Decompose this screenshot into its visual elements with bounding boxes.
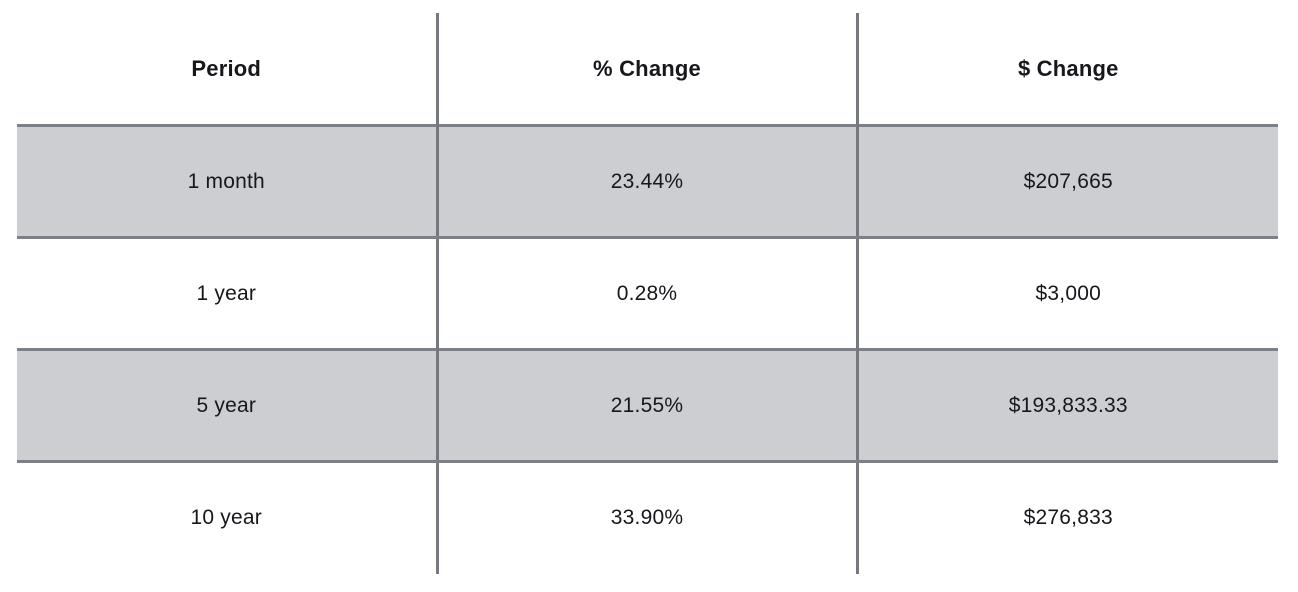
table-row-1-month: 1 month 23.44% $207,665 (17, 124, 1278, 239)
cell-percent-change: 33.90% (435, 461, 857, 574)
table-row-10-year: 10 year 33.90% $276,833 (17, 461, 1278, 574)
cell-period: 5 year (17, 348, 437, 463)
column-header-period: Period (191, 55, 262, 81)
table-container: Period % Change $ Change 1 month 23.44% … (17, 13, 1278, 574)
cell-period: 1 year (196, 281, 257, 305)
cell-percent-change: 0.28% (435, 237, 857, 350)
header-row: Period % Change $ Change (17, 13, 1278, 126)
column-header-percent-change: % Change (435, 13, 857, 126)
cell-dollar-change: $193,833.33 (855, 348, 1278, 463)
cell-percent-change: 21.55% (435, 348, 857, 463)
cell-dollar-change: $276,833 (855, 461, 1278, 574)
cell-dollar-change: $207,665 (855, 124, 1278, 239)
cell-period: 1 month (17, 124, 437, 239)
table-row-1-year: 1 year 0.28% $3,000 (17, 237, 1278, 350)
table-row-5-year: 5 year 21.55% $193,833.33 (17, 348, 1278, 463)
cell-dollar-change: $3,000 (855, 237, 1278, 350)
column-header-dollar-change: $ Change (855, 13, 1278, 126)
cell-period: 10 year (190, 506, 262, 530)
cell-percent-change: 23.44% (435, 124, 857, 239)
period-change-table: Period % Change $ Change 1 month 23.44% … (17, 13, 1278, 574)
